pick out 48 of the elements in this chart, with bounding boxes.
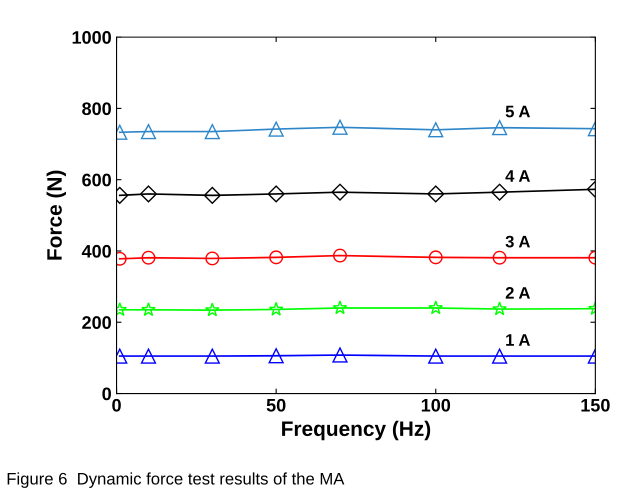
- y-tick-label: 1000: [72, 31, 111, 44]
- point: [268, 348, 284, 364]
- series-label: 3 A: [506, 236, 530, 248]
- point: [428, 300, 444, 314]
- point: [492, 250, 507, 265]
- series-label: 4 A: [505, 170, 530, 182]
- x-tick-label: 100: [422, 398, 450, 412]
- point: [332, 120, 348, 135]
- point: [332, 347, 348, 363]
- y-tick-label: 800: [82, 102, 111, 116]
- point: [140, 348, 156, 364]
- point: [268, 121, 284, 137]
- point: [428, 348, 444, 364]
- y-tick-label: 600: [82, 174, 111, 186]
- point: [269, 250, 284, 264]
- point: [492, 348, 508, 364]
- x-tick-label: 150: [581, 398, 610, 412]
- point: [492, 301, 507, 316]
- point: [204, 124, 220, 140]
- point: [427, 185, 444, 202]
- point: [141, 302, 156, 316]
- point: [268, 302, 284, 316]
- point: [142, 250, 156, 265]
- point: [140, 185, 158, 202]
- y-tick-label: 400: [82, 244, 111, 258]
- series-label: 1 A: [506, 334, 530, 346]
- caption: Figure 6 Dynamic force test results of the MA: [8, 472, 344, 488]
- point: [204, 348, 220, 364]
- series-label: 5 A: [506, 106, 530, 118]
- point: [491, 184, 508, 201]
- y-tick-label: 200: [82, 316, 111, 329]
- x-tick-label: 50: [266, 398, 286, 412]
- point: [140, 124, 156, 140]
- point: [205, 302, 220, 316]
- point: [331, 184, 349, 201]
- point: [268, 185, 285, 202]
- point: [492, 120, 508, 136]
- x-axis-title: Frequency (Hz): [282, 420, 430, 440]
- series-label: 2 A: [506, 287, 530, 299]
- point: [332, 300, 348, 314]
- point: [205, 252, 220, 266]
- point: [428, 122, 444, 138]
- y-tick-label: 0: [102, 387, 111, 400]
- point: [333, 248, 347, 263]
- x-tick-label: 0: [112, 398, 121, 412]
- y-axis-title: Force (N): [46, 170, 66, 260]
- point: [204, 186, 221, 204]
- point: [428, 250, 443, 264]
